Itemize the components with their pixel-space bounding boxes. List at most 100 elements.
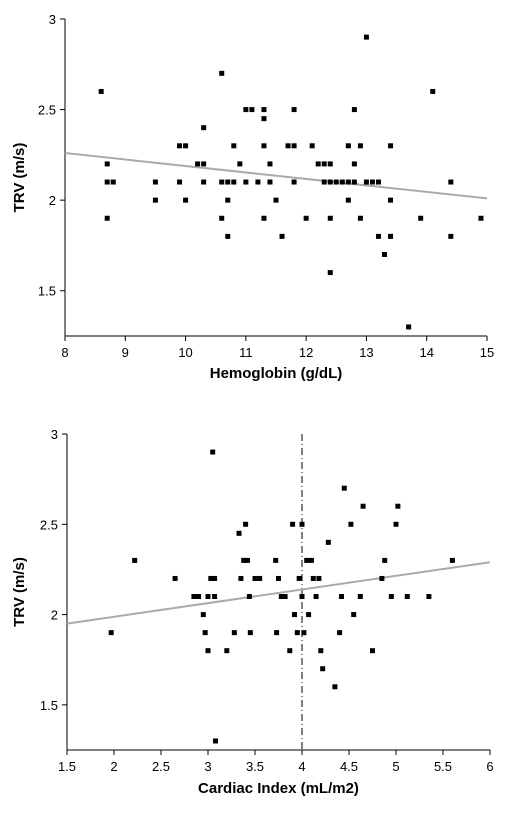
data-point xyxy=(252,575,258,581)
data-point xyxy=(244,557,250,563)
data-point xyxy=(315,161,321,167)
data-point xyxy=(306,612,312,618)
x-tick-label: 10 xyxy=(178,345,192,360)
data-point xyxy=(327,215,333,221)
x-tick-label: 8 xyxy=(61,345,68,360)
data-point xyxy=(388,594,394,600)
data-point xyxy=(327,270,333,276)
data-point xyxy=(201,161,207,167)
data-point xyxy=(267,161,273,167)
data-point xyxy=(316,575,322,581)
y-tick-label: 2.5 xyxy=(40,517,58,532)
data-point xyxy=(152,179,158,185)
data-point xyxy=(388,233,394,239)
data-point xyxy=(291,612,297,618)
x-axis-title: Cardiac Index (mL/m2) xyxy=(198,780,359,797)
data-point xyxy=(238,575,244,581)
data-point xyxy=(430,88,436,94)
data-point xyxy=(294,630,300,636)
data-point xyxy=(338,594,344,600)
data-point xyxy=(363,179,369,185)
data-point xyxy=(225,233,231,239)
data-point xyxy=(303,215,309,221)
data-point xyxy=(388,197,394,203)
data-point xyxy=(183,143,189,149)
data-point xyxy=(318,648,324,654)
data-point xyxy=(249,107,255,113)
x-tick-label: 3 xyxy=(204,759,211,774)
x-tick-label: 13 xyxy=(359,345,373,360)
data-point xyxy=(363,34,369,40)
data-point xyxy=(208,575,214,581)
data-point xyxy=(261,107,267,113)
data-point xyxy=(213,738,219,744)
data-point xyxy=(351,161,357,167)
data-point xyxy=(357,594,363,600)
data-point xyxy=(327,161,333,167)
x-tick-label: 2 xyxy=(110,759,117,774)
x-tick-label: 14 xyxy=(419,345,433,360)
data-point xyxy=(321,179,327,185)
data-point xyxy=(375,179,381,185)
data-point xyxy=(370,648,375,654)
data-point xyxy=(273,197,279,203)
data-point xyxy=(296,575,302,581)
data-point xyxy=(341,485,347,491)
data-point xyxy=(104,215,110,221)
data-point xyxy=(299,521,305,527)
data-point xyxy=(108,630,114,636)
x-tick-label: 5 xyxy=(392,759,399,774)
data-point xyxy=(382,557,388,563)
data-point xyxy=(177,179,183,185)
data-point xyxy=(276,575,281,581)
data-point xyxy=(345,143,351,149)
data-point xyxy=(379,575,385,581)
data-point xyxy=(395,503,401,509)
y-tick-label: 1.5 xyxy=(38,284,56,299)
data-point xyxy=(225,197,231,203)
data-point xyxy=(357,143,363,149)
x-tick-label: 1.5 xyxy=(58,759,76,774)
data-point xyxy=(327,179,333,185)
data-point xyxy=(257,575,263,581)
data-point xyxy=(287,648,293,654)
data-point xyxy=(231,630,237,636)
data-point xyxy=(243,179,249,185)
data-point xyxy=(152,197,158,203)
data-point xyxy=(404,594,410,600)
data-point xyxy=(246,594,252,600)
data-point xyxy=(195,161,201,167)
x-tick-label: 11 xyxy=(239,345,253,360)
data-point xyxy=(219,215,225,221)
data-point xyxy=(449,557,455,563)
data-point xyxy=(418,215,424,221)
x-tick-label: 2.5 xyxy=(152,759,170,774)
x-tick-label: 6 xyxy=(486,759,493,774)
data-point xyxy=(243,107,249,113)
data-point xyxy=(406,324,412,330)
data-point xyxy=(231,143,237,149)
data-point xyxy=(291,179,297,185)
data-point xyxy=(393,521,399,527)
data-point xyxy=(177,143,183,149)
data-point xyxy=(261,143,267,149)
data-point xyxy=(375,233,381,239)
data-point xyxy=(360,503,366,509)
cardiac-index-scatter-plot: 1.5 2 2.5 3 3.5 4 4.5 5 5.5 6 1.5 2 2.5 3 Cardiac Inde… xyxy=(11,427,494,797)
y-tick-label: 3 xyxy=(49,12,56,27)
x-tick-label: 9 xyxy=(122,345,129,360)
x-tick-label: 4 xyxy=(298,759,305,774)
y-tick-label: 2.5 xyxy=(38,103,56,118)
data-point xyxy=(231,179,237,185)
data-point xyxy=(313,594,319,600)
data-point xyxy=(320,666,326,672)
data-point xyxy=(274,630,280,636)
data-point xyxy=(351,179,357,185)
data-point xyxy=(104,179,110,185)
data-point xyxy=(357,215,363,221)
data-point xyxy=(351,107,357,113)
data-point xyxy=(200,612,206,618)
data-point xyxy=(267,179,273,185)
data-point xyxy=(290,521,296,527)
